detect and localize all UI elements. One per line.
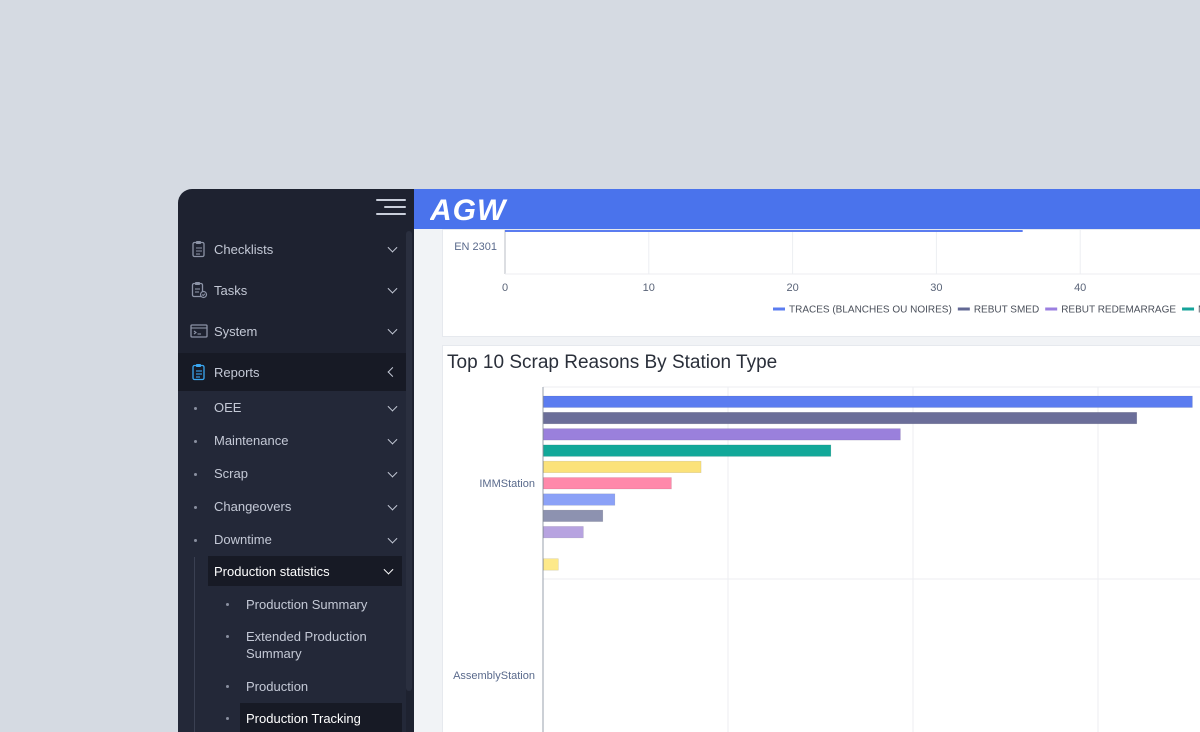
bar [543, 493, 616, 506]
chevron-down-icon [387, 500, 398, 511]
report-icon [192, 364, 205, 381]
bullet-dot [226, 717, 229, 720]
sidebar-subitem-label: Production statistics [214, 564, 330, 579]
sidebar-subitem-label: Production Summary [246, 597, 368, 612]
chevron-down-icon [387, 401, 398, 412]
sidebar-subitem-extended-production-summary[interactable]: Extended Production Summary [178, 625, 406, 663]
legend-entry: REBUT REDEMARRAGE [1061, 305, 1176, 316]
bullet-dot [226, 603, 229, 606]
sidebar-subitem-production[interactable]: Production [178, 671, 406, 701]
x-tick-label: 40 [1074, 282, 1086, 294]
chart-title: Top 10 Scrap Reasons By Station Type [447, 352, 778, 373]
sidebar-subitem-downtime[interactable]: Downtime [178, 523, 406, 556]
chevron-left-icon [387, 367, 398, 377]
sidebar-item-label: Reports [214, 364, 260, 380]
bar [543, 477, 672, 490]
x-tick-label: 0 [502, 282, 508, 294]
sidebar-subitem-oee[interactable]: OEE [178, 391, 406, 424]
agw-logo[interactable]: AGW [430, 195, 548, 223]
sidebar-subitem-label: Extended Production Summary [246, 629, 367, 661]
sidebar-subitem-production-statistics[interactable]: Production statistics [208, 556, 402, 586]
y-category-label: AssemblyStation [453, 670, 535, 682]
agw-logo: AGW [430, 195, 508, 223]
chart-card-scrap-by-product: 0 10 20 30 40 EN 2301 TRACES (BLANCHES OU NOIR… [442, 225, 1200, 337]
bar [543, 395, 1193, 408]
bar [543, 509, 604, 522]
sidebar-subitem-label: Scrap [214, 466, 248, 481]
terminal-icon [190, 324, 208, 338]
legend-entry: REBUT SMED [974, 305, 1039, 316]
x-tick-label: 20 [786, 282, 798, 294]
bar [543, 444, 832, 457]
sidebar-scrollbar[interactable] [406, 231, 412, 691]
sidebar-item-label: Tasks [214, 282, 248, 298]
sidebar-subitem-label: Maintenance [214, 433, 289, 448]
bar [505, 225, 1023, 232]
legend-entry: TRACES (BLANCHES OU NOIRES) [789, 305, 952, 316]
sidebar: Checklists Tasks System [178, 189, 414, 732]
bullet-dot [194, 506, 197, 509]
y-category-label: EN 2301 [454, 241, 497, 253]
sidebar-item-tasks[interactable]: Tasks [178, 271, 406, 309]
bullet-dot [194, 407, 197, 410]
app-window: Checklists Tasks System [178, 189, 1200, 732]
sidebar-item-checklists[interactable]: Checklists [178, 230, 406, 268]
x-tick-label: 30 [930, 282, 942, 294]
task-list-icon [191, 282, 208, 299]
sidebar-subitem-production-summary[interactable]: Production Summary [178, 589, 406, 619]
chevron-down-icon [387, 467, 398, 478]
sidebar-subitem-label: Changeovers [214, 499, 292, 514]
sidebar-subitem-label: Downtime [214, 532, 272, 547]
chart-card-top-10-scrap-reasons: Top 10 Scrap Reasons By Station Type IMM… [442, 345, 1200, 732]
tree-line [194, 557, 195, 732]
sidebar-item-reports[interactable]: Reports [178, 353, 406, 391]
legend-entry: MANQUES [1198, 305, 1200, 316]
chevron-down-icon [383, 564, 394, 575]
sidebar-item-label: System [214, 323, 258, 339]
bullet-dot [194, 539, 197, 542]
bullet-dot [194, 473, 197, 476]
bullet-dot [194, 440, 197, 443]
bar [543, 411, 1138, 425]
bullet-dot [226, 685, 229, 688]
bar [543, 460, 702, 473]
bar [543, 558, 559, 571]
sidebar-subitem-label: Production [246, 679, 309, 694]
chevron-down-icon [387, 533, 398, 544]
chevron-down-icon [387, 324, 398, 335]
main-content: 0 10 20 30 40 EN 2301 TRACES (BLANCHES OU NOIR… [414, 225, 1200, 732]
bar [543, 526, 584, 539]
sidebar-item-label: Checklists [214, 241, 274, 257]
sidebar-subitem-label: Production Tracking [246, 711, 361, 726]
chevron-down-icon [387, 242, 398, 253]
sidebar-subitem-changeovers[interactable]: Changeovers [178, 490, 406, 523]
sidebar-subitem-label: OEE [214, 400, 242, 415]
sidebar-subitem-maintenance[interactable]: Maintenance [178, 424, 406, 457]
scrap-by-product-chart: 0 10 20 30 40 EN 2301 TRACES (BLANCHES OU NOIR… [454, 225, 1200, 316]
sidebar-subitem-scrap[interactable]: Scrap [178, 457, 406, 490]
y-category-label: IMMStation [479, 478, 535, 490]
chevron-down-icon [387, 283, 398, 294]
bar [543, 428, 901, 441]
bullet-dot [226, 635, 229, 638]
top-10-scrap-reasons-chart: IMMStation AssemblyStation [453, 386, 1200, 732]
chevron-down-icon [387, 434, 398, 445]
clipboard-icon [192, 241, 205, 258]
x-tick-label: 10 [643, 282, 655, 294]
sidebar-subitem-production-tracking[interactable]: Production Tracking [178, 703, 406, 732]
sidebar-item-system[interactable]: System [178, 312, 406, 350]
hamburger-menu-icon[interactable] [376, 198, 406, 218]
top-header: AGW [414, 189, 1200, 229]
